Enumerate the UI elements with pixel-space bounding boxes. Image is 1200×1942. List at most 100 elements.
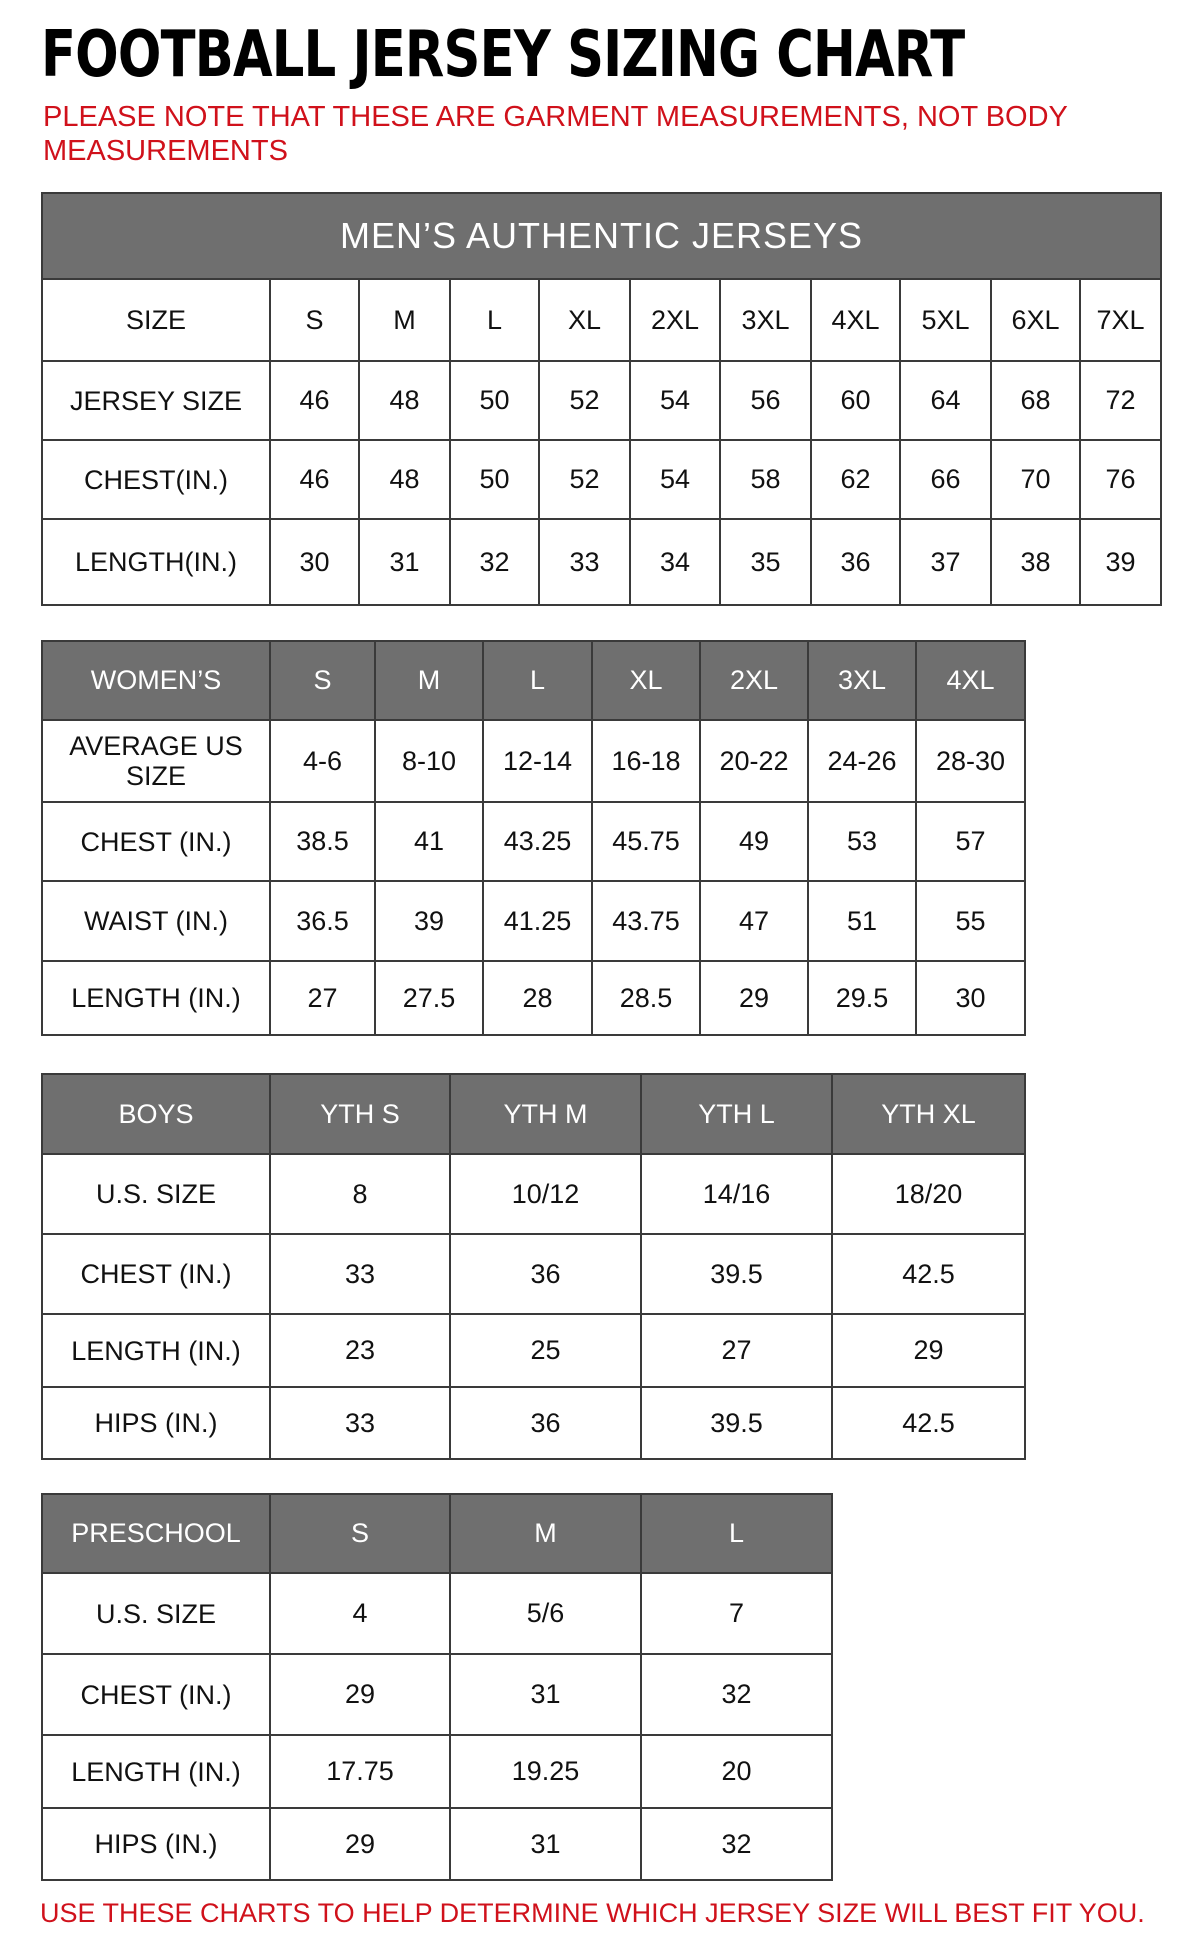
measurement-cell: 27 [640,1313,833,1388]
measurement-cell: 16-18 [591,719,701,803]
size-column-header: L [449,278,540,362]
table-row: LENGTH(IN.) 30 31 32 33 34 35 36 37 38 39 [41,518,1163,606]
table-row: HIPS (IN.) 33 36 39.5 42.5 [41,1386,1026,1460]
measurement-cell: 4 [269,1572,451,1655]
measurement-cell: 30 [269,518,360,606]
size-column-header: 3XL [807,640,917,721]
header-row: PRESCHOOL S M L [41,1493,833,1574]
measurement-cell: 66 [899,439,992,520]
size-column-header: M [374,640,484,721]
size-column-header: 4XL [915,640,1026,721]
measurement-cell: 12-14 [482,719,593,803]
row-label: AVERAGE US SIZE [41,719,271,803]
table-row: WAIST (IN.) 36.5 39 41.25 43.75 47 51 55 [41,880,1026,962]
size-column-header: M [449,1493,642,1574]
measurement-cell: 28 [482,960,593,1036]
measurement-cell: 51 [807,880,917,962]
measurement-cell: 39 [374,880,484,962]
measurement-cell: 55 [915,880,1026,962]
size-column-header: 4XL [810,278,901,362]
measurement-cell: 70 [990,439,1081,520]
measurement-cell: 43.25 [482,801,593,882]
table-row: CHEST(IN.) 46 48 50 52 54 58 62 66 70 76 [41,439,1163,520]
size-column-header: S [269,278,360,362]
preschool-size-table: PRESCHOOL S M L U.S. SIZE 4 5/6 7 CHEST (IN.) 29 3… [41,1493,833,1881]
measurement-cell: 4-6 [269,719,376,803]
table-row: AVERAGE US SIZE 4-6 8-10 12-14 16-18 20-22 24-… [41,719,1026,803]
mens-size-table: MEN’S AUTHENTIC JERSEYS SIZE S M L XL 2XL 3XL 4X… [40,192,1163,606]
measurement-cell: 36 [810,518,901,606]
measurement-cell: 31 [449,1653,642,1736]
table-row: CHEST (IN.) 38.5 41 43.25 45.75 49 53 57 [41,801,1026,882]
measurement-cell: 19.25 [449,1734,642,1809]
measurement-cell: 41.25 [482,880,593,962]
garment-measurement-note: PLEASE NOTE THAT THESE ARE GARMENT MEASU… [43,101,1068,167]
measurement-cell: 50 [449,360,540,441]
size-column-header: S [269,1493,451,1574]
measurement-cell: 54 [629,360,721,441]
row-label: LENGTH(IN.) [41,518,271,606]
measurement-cell: 31 [449,1807,642,1881]
measurement-cell: 27 [269,960,376,1036]
measurement-cell: 7 [640,1572,833,1655]
table-caption: MEN’S AUTHENTIC JERSEYS [40,192,1163,280]
row-label: HIPS (IN.) [41,1807,271,1881]
measurement-cell: 53 [807,801,917,882]
measurement-cell: 54 [629,439,721,520]
measurement-cell: 38.5 [269,801,376,882]
row-label: CHEST(IN.) [41,439,271,520]
measurement-cell: 42.5 [831,1233,1026,1315]
measurement-cell: 50 [449,439,540,520]
measurement-cell: 60 [810,360,901,441]
row-label: LENGTH (IN.) [41,1734,271,1809]
measurement-cell: 20 [640,1734,833,1809]
measurement-cell: 33 [269,1386,451,1460]
header-row: WOMEN’S S M L XL 2XL 3XL 4XL [41,640,1026,721]
table-row: CHEST (IN.) 29 31 32 [41,1653,833,1736]
measurement-cell: 5/6 [449,1572,642,1655]
measurement-cell: 57 [915,801,1026,882]
measurement-cell: 39 [1078,518,1163,606]
size-column-header: 5XL [899,278,992,362]
measurement-cell: 30 [915,960,1026,1036]
row-label: HIPS (IN.) [41,1386,271,1460]
measurement-cell: 29 [269,1653,451,1736]
measurement-cell: 32 [449,518,540,606]
size-column-header: YTH L [640,1073,833,1155]
size-column-header: 3XL [719,278,812,362]
size-column-header: L [640,1493,833,1574]
row-label: CHEST (IN.) [41,801,271,882]
row-label: JERSEY SIZE [41,360,271,441]
size-column-header: YTH S [269,1073,451,1155]
measurement-cell: 45.75 [591,801,701,882]
table-row: HIPS (IN.) 29 31 32 [41,1807,833,1881]
measurement-cell: 33 [538,518,631,606]
measurement-cell: 34 [629,518,721,606]
measurement-cell: 49 [699,801,809,882]
measurement-cell: 42.5 [831,1386,1026,1460]
measurement-cell: 36.5 [269,880,376,962]
measurement-cell: 36 [449,1233,642,1315]
womens-size-table: WOMEN’S S M L XL 2XL 3XL 4XL AVERAGE US SIZE 4-6 8… [41,640,1026,1036]
size-column-header: 6XL [990,278,1081,362]
header-label: WOMEN’S [41,640,271,721]
boys-size-table: BOYS YTH S YTH M YTH L YTH XL U.S. SIZE 8 10/12… [41,1073,1026,1460]
measurement-cell: 48 [358,360,451,441]
footer-note: USE THESE CHARTS TO HELP DETERMINE WHICH… [40,1898,1145,1928]
row-label: LENGTH (IN.) [41,960,271,1036]
measurement-cell: 46 [269,439,360,520]
measurement-cell: 24-26 [807,719,917,803]
size-column-header: S [269,640,376,721]
row-label: CHEST (IN.) [41,1233,271,1315]
size-column-header: L [482,640,593,721]
measurement-cell: 33 [269,1233,451,1315]
size-column-header: XL [591,640,701,721]
measurement-cell: 43.75 [591,880,701,962]
measurement-cell: 72 [1078,360,1163,441]
measurement-cell: 32 [640,1653,833,1736]
measurement-cell: 58 [719,439,812,520]
measurement-cell: 48 [358,439,451,520]
measurement-cell: 68 [990,360,1081,441]
measurement-cell: 39.5 [640,1386,833,1460]
row-label: U.S. SIZE [41,1572,271,1655]
